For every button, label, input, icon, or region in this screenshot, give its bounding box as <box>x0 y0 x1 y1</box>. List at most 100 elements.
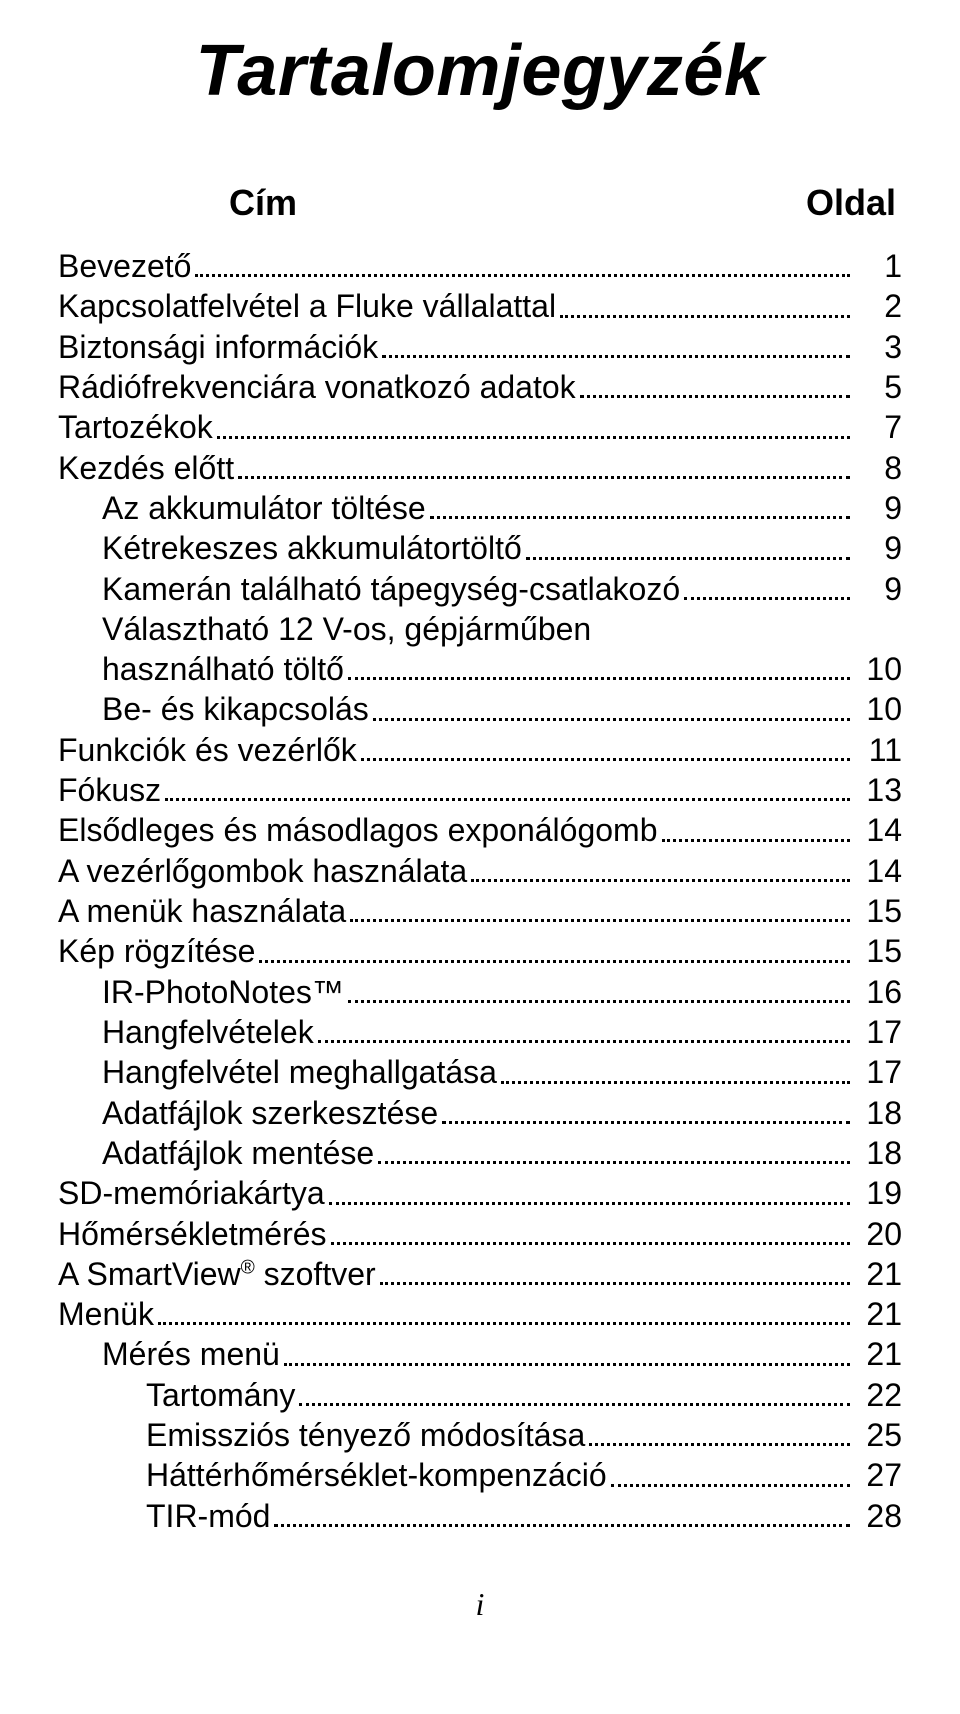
toc-entry-label: Az akkumulátor töltése <box>58 488 426 528</box>
toc-entry-page: 9 <box>854 569 902 609</box>
dot-leader <box>361 758 850 761</box>
toc-entry-page: 14 <box>854 851 902 891</box>
toc-entry-page: 27 <box>854 1455 902 1495</box>
toc-entry: Hangfelvétel meghallgatása 17 <box>58 1052 902 1092</box>
dot-leader <box>684 597 850 600</box>
toc-entry-label: Elsődleges és másodlagos exponálógomb <box>58 810 658 850</box>
toc-entry-page: 10 <box>854 649 902 689</box>
toc-entry: Emissziós tényező módosítása 25 <box>58 1415 902 1455</box>
toc-entry-label: TIR-mód <box>58 1496 270 1536</box>
dot-leader <box>471 879 850 882</box>
toc-entry-label: A vezérlőgombok használata <box>58 851 467 891</box>
toc-entry-label: Kép rögzítése <box>58 931 255 971</box>
toc-entry-page: 1 <box>854 246 902 286</box>
table-of-contents: Bevezető1Kapcsolatfelvétel a Fluke válla… <box>58 246 902 1536</box>
toc-entry: Háttérhőmérséklet-kompenzáció 27 <box>58 1455 902 1495</box>
dot-leader <box>348 1000 850 1003</box>
toc-entry-label: Háttérhőmérséklet-kompenzáció <box>58 1455 607 1495</box>
dot-leader <box>274 1524 850 1527</box>
toc-entry: Biztonsági információk3 <box>58 327 902 367</box>
toc-entry-page: 15 <box>854 931 902 971</box>
dot-leader <box>284 1363 850 1366</box>
dot-leader <box>350 919 850 922</box>
toc-entry-label-cont: használható töltő <box>58 649 344 689</box>
header-page-column: Oldal <box>468 182 902 224</box>
toc-entry: Menük21 <box>58 1294 902 1334</box>
toc-entry-page: 8 <box>854 448 902 488</box>
dot-leader <box>238 476 850 479</box>
dot-leader <box>299 1403 850 1406</box>
dot-leader <box>217 436 850 439</box>
toc-entry-page: 17 <box>854 1012 902 1052</box>
toc-entry: Kapcsolatfelvétel a Fluke vállalattal2 <box>58 286 902 326</box>
toc-entry: Mérés menü21 <box>58 1334 902 1374</box>
toc-entry-label: Be- és kikapcsolás <box>58 689 369 729</box>
toc-entry-page: 15 <box>854 891 902 931</box>
toc-entry-page: 9 <box>854 528 902 568</box>
toc-entry-page: 25 <box>854 1415 902 1455</box>
toc-entry-page: 21 <box>854 1294 902 1334</box>
dot-leader <box>589 1443 850 1446</box>
toc-entry: Elsődleges és másodlagos exponálógomb14 <box>58 810 902 850</box>
toc-entry-page: 19 <box>854 1173 902 1213</box>
toc-entry-label: Fókusz <box>58 770 161 810</box>
toc-entry-page: 22 <box>854 1375 902 1415</box>
toc-entry-page: 21 <box>854 1334 902 1374</box>
dot-leader <box>331 1242 850 1245</box>
dot-leader <box>442 1121 850 1124</box>
toc-entry-page: 21 <box>854 1254 902 1294</box>
dot-leader <box>165 798 850 801</box>
toc-entry: SD-memóriakártya 19 <box>58 1173 902 1213</box>
toc-entry-label: Hangfelvétel meghallgatása <box>58 1052 497 1092</box>
toc-entry-label: Kamerán található tápegység-csatlakozó <box>58 569 680 609</box>
toc-entry-page: 18 <box>854 1093 902 1133</box>
toc-entry-page: 17 <box>854 1052 902 1092</box>
header-title-column: Cím <box>58 182 468 224</box>
toc-entry-label: IR-PhotoNotes™ <box>58 972 344 1012</box>
dot-leader <box>611 1484 850 1487</box>
toc-entry-page: 3 <box>854 327 902 367</box>
toc-entry: Kezdés előtt 8 <box>58 448 902 488</box>
toc-entry: Rádiófrekvenciára vonatkozó adatok5 <box>58 367 902 407</box>
toc-entry: A SmartView® szoftver 21 <box>58 1254 902 1294</box>
toc-entry: Kétrekeszes akkumulátortöltő9 <box>58 528 902 568</box>
dot-leader <box>318 1040 850 1043</box>
dot-leader <box>382 355 850 358</box>
toc-entry-label: Kezdés előtt <box>58 448 234 488</box>
dot-leader <box>373 718 850 721</box>
toc-entry-page: 5 <box>854 367 902 407</box>
dot-leader <box>526 557 850 560</box>
toc-entry-page: 10 <box>854 689 902 729</box>
dot-leader <box>501 1081 850 1084</box>
toc-entry: TIR-mód28 <box>58 1496 902 1536</box>
toc-entry: Tartozékok 7 <box>58 407 902 447</box>
toc-entry-page: 20 <box>854 1214 902 1254</box>
toc-entry-label: Kapcsolatfelvétel a Fluke vállalattal <box>58 286 556 326</box>
toc-column-headers: Cím Oldal <box>58 182 902 224</box>
toc-entry: Tartomány22 <box>58 1375 902 1415</box>
dot-leader <box>378 1161 850 1164</box>
dot-leader <box>259 960 850 963</box>
toc-entry: Funkciók és vezérlők 11 <box>58 730 902 770</box>
toc-entry-label: Tartozékok <box>58 407 213 447</box>
toc-entry: Választható 12 V-os, gépjárműben <box>58 609 902 649</box>
toc-entry: Hőmérsékletmérés20 <box>58 1214 902 1254</box>
toc-entry-label: Hangfelvételek <box>58 1012 314 1052</box>
page-number-footer: i <box>58 1586 902 1623</box>
dot-leader <box>329 1202 850 1205</box>
toc-entry-page: 9 <box>854 488 902 528</box>
toc-entry-label: Adatfájlok szerkesztése <box>58 1093 438 1133</box>
toc-entry-label: Funkciók és vezérlők <box>58 730 357 770</box>
toc-entry: A vezérlőgombok használata 14 <box>58 851 902 891</box>
toc-entry-label: A SmartView® szoftver <box>58 1254 376 1294</box>
toc-entry-label: Emissziós tényező módosítása <box>58 1415 585 1455</box>
toc-entry-page: 11 <box>854 730 902 770</box>
toc-entry: Kamerán található tápegység-csatlakozó 9 <box>58 569 902 609</box>
toc-entry: Fókusz13 <box>58 770 902 810</box>
toc-entry-page: 7 <box>854 407 902 447</box>
toc-entry: A menük használata15 <box>58 891 902 931</box>
toc-entry: Bevezető1 <box>58 246 902 286</box>
dot-leader <box>348 677 850 680</box>
dot-leader <box>580 395 850 398</box>
toc-entry-label: SD-memóriakártya <box>58 1173 325 1213</box>
